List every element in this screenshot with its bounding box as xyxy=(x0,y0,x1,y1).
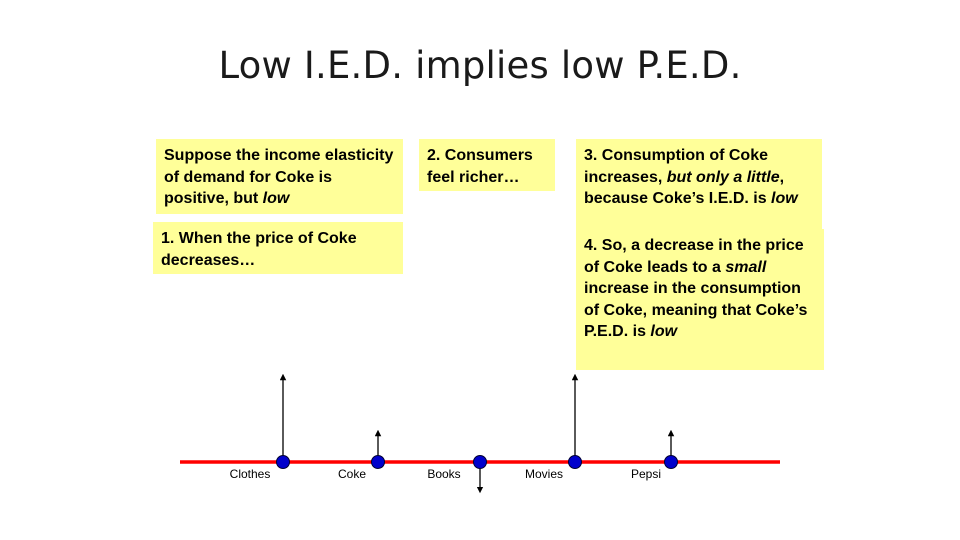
step1-note: 1. When the price of Coke decreases… xyxy=(153,222,403,274)
coke-point xyxy=(371,455,385,469)
movies-label: Movies xyxy=(525,467,563,481)
step4-note: 4. So, a decrease in the price of Coke l… xyxy=(576,229,824,370)
clothes-point xyxy=(276,455,290,469)
intro-note: Suppose the income elasticity of demand … xyxy=(156,139,403,214)
step1-note-text: 1. When the price of Coke decreases… xyxy=(161,230,357,269)
step3-note: 3. Consumption of Coke increases, but on… xyxy=(576,139,822,231)
step3-note-text: 3. Consumption of Coke increases, xyxy=(584,147,768,186)
movies-point xyxy=(568,455,582,469)
intro-note-text: Suppose the income elasticity of demand … xyxy=(164,147,394,207)
intro-note-emphasis: low xyxy=(262,190,290,207)
books-point xyxy=(473,455,487,469)
pepsi-point xyxy=(664,455,678,469)
step2-note-text: 2. Consumers feel richer… xyxy=(427,147,533,186)
step3-note-emphasis: but only a little xyxy=(666,168,780,186)
step4-note-emphasis-2: low xyxy=(650,323,678,340)
step4-note-text-2: increase in the consumption of Coke, mea… xyxy=(584,280,808,340)
step3-note-emphasis-2: low xyxy=(771,190,798,207)
clothes-label: Clothes xyxy=(230,467,271,481)
step4-note-text: 4. So, a decrease in the price of Coke l… xyxy=(584,237,804,276)
slide-title: Low I.E.D. implies low P.E.D. xyxy=(218,44,742,87)
books-label: Books xyxy=(427,467,460,481)
step3-note-text-2: , because Coke’s I.E.D. is xyxy=(584,168,785,208)
goods-layer: Clothes Coke Books Movies Pepsi xyxy=(230,373,678,494)
pepsi-label: Pepsi xyxy=(631,467,661,481)
step2-note: 2. Consumers feel richer… xyxy=(419,139,555,191)
step4-note-emphasis: small xyxy=(725,258,767,276)
coke-label: Coke xyxy=(338,467,366,481)
